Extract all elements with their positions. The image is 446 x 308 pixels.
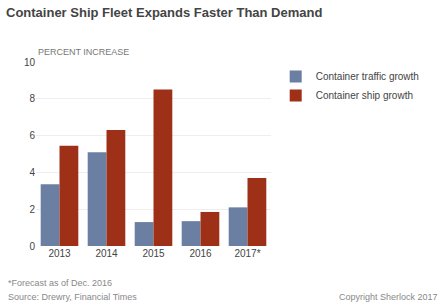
- svg-text:8: 8: [29, 93, 35, 104]
- svg-text:PERCENT INCREASE: PERCENT INCREASE: [38, 47, 129, 57]
- svg-text:4: 4: [29, 167, 35, 178]
- svg-text:Source: Drewry, Financial Time: Source: Drewry, Financial Times: [8, 292, 137, 302]
- svg-text:*Forecast as of Dec. 2016: *Forecast as of Dec. 2016: [8, 278, 112, 288]
- svg-text:2013: 2013: [48, 248, 71, 259]
- svg-text:Container Ship Fleet Expands F: Container Ship Fleet Expands Faster Than…: [6, 5, 322, 20]
- svg-text:2014: 2014: [95, 248, 118, 259]
- svg-text:6: 6: [29, 130, 35, 141]
- svg-text:2017*: 2017*: [234, 248, 260, 259]
- svg-text:Container ship growth: Container ship growth: [316, 90, 413, 101]
- svg-text:2016: 2016: [189, 248, 212, 259]
- svg-text:10: 10: [24, 57, 36, 68]
- svg-text:Container traffic growth: Container traffic growth: [316, 71, 419, 82]
- svg-text:2: 2: [29, 204, 35, 215]
- svg-text:Copyright Sherlock 2017: Copyright Sherlock 2017: [339, 292, 438, 302]
- svg-text:2015: 2015: [142, 248, 165, 259]
- svg-text:0: 0: [29, 241, 35, 252]
